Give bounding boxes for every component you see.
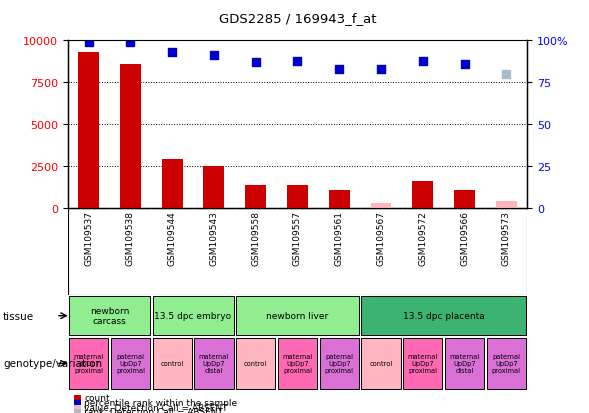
Bar bbox=[361, 338, 401, 389]
Bar bbox=[203, 167, 224, 209]
Bar bbox=[454, 190, 475, 209]
Text: GSM109557: GSM109557 bbox=[293, 210, 302, 265]
Bar bbox=[370, 204, 392, 209]
Text: GSM109544: GSM109544 bbox=[168, 210, 177, 265]
Point bbox=[293, 58, 302, 65]
Text: maternal
UpDp7
proximal: maternal UpDp7 proximal bbox=[408, 354, 438, 373]
Text: genotype/variation: genotype/variation bbox=[3, 358, 102, 368]
Text: control: control bbox=[161, 361, 184, 366]
Text: rank, Detection Call = ABSENT: rank, Detection Call = ABSENT bbox=[84, 407, 223, 413]
Text: maternal
UpDp7
distal: maternal UpDp7 distal bbox=[449, 354, 479, 373]
Text: GSM109538: GSM109538 bbox=[126, 210, 135, 265]
Text: maternal
UpDp7
distal: maternal UpDp7 distal bbox=[199, 354, 229, 373]
Bar bbox=[403, 338, 442, 389]
Bar bbox=[153, 297, 234, 335]
Point bbox=[84, 40, 93, 46]
Point bbox=[167, 50, 177, 56]
Text: paternal
UpDp7
proximal: paternal UpDp7 proximal bbox=[492, 354, 521, 373]
Bar bbox=[236, 338, 275, 389]
Bar bbox=[487, 338, 526, 389]
Text: newborn
carcass: newborn carcass bbox=[90, 306, 129, 325]
Text: GSM109543: GSM109543 bbox=[210, 210, 219, 265]
Point bbox=[502, 71, 511, 78]
Text: GSM109566: GSM109566 bbox=[460, 210, 469, 265]
Point bbox=[460, 62, 469, 68]
Text: GSM109537: GSM109537 bbox=[84, 210, 93, 265]
Text: GSM109572: GSM109572 bbox=[418, 210, 427, 265]
Text: 13.5 dpc placenta: 13.5 dpc placenta bbox=[403, 311, 485, 320]
Bar bbox=[361, 297, 526, 335]
Text: newborn liver: newborn liver bbox=[266, 311, 329, 320]
Bar bbox=[153, 338, 192, 389]
Bar bbox=[69, 297, 150, 335]
Text: paternal
UpDp7
proximal: paternal UpDp7 proximal bbox=[325, 354, 354, 373]
Point bbox=[209, 53, 219, 59]
Text: GSM109561: GSM109561 bbox=[335, 210, 344, 265]
Bar bbox=[69, 338, 108, 389]
Point bbox=[335, 66, 344, 73]
Text: paternal
UpDp7
proximal: paternal UpDp7 proximal bbox=[116, 354, 145, 373]
Text: percentile rank within the sample: percentile rank within the sample bbox=[84, 398, 237, 407]
Text: 13.5 dpc embryo: 13.5 dpc embryo bbox=[154, 311, 231, 320]
Bar bbox=[287, 185, 308, 209]
Bar bbox=[194, 338, 234, 389]
Text: value, Detection Call = ABSENT: value, Detection Call = ABSENT bbox=[84, 403, 228, 412]
Point bbox=[376, 66, 386, 73]
Text: tissue: tissue bbox=[3, 311, 34, 321]
Bar bbox=[320, 338, 359, 389]
Bar bbox=[329, 190, 350, 209]
Point bbox=[418, 58, 428, 65]
Text: GSM109558: GSM109558 bbox=[251, 210, 260, 265]
Text: GSM109567: GSM109567 bbox=[376, 210, 385, 265]
Bar bbox=[496, 202, 517, 209]
Text: GDS2285 / 169943_f_at: GDS2285 / 169943_f_at bbox=[219, 12, 376, 25]
Text: GSM109573: GSM109573 bbox=[502, 210, 511, 265]
Bar bbox=[162, 160, 183, 209]
Bar bbox=[236, 297, 359, 335]
Bar bbox=[412, 182, 433, 209]
Text: maternal
UpDp7
proximal: maternal UpDp7 proximal bbox=[74, 354, 104, 373]
Text: control: control bbox=[369, 361, 393, 366]
Text: control: control bbox=[244, 361, 267, 366]
Bar bbox=[78, 53, 99, 209]
Bar bbox=[111, 338, 150, 389]
Bar bbox=[120, 65, 141, 209]
Text: maternal
UpDp7
proximal: maternal UpDp7 proximal bbox=[282, 354, 313, 373]
Point bbox=[251, 60, 260, 66]
Point bbox=[125, 40, 135, 46]
Bar bbox=[278, 338, 317, 389]
Bar bbox=[245, 185, 266, 209]
Bar bbox=[445, 338, 484, 389]
Text: count: count bbox=[84, 393, 110, 402]
